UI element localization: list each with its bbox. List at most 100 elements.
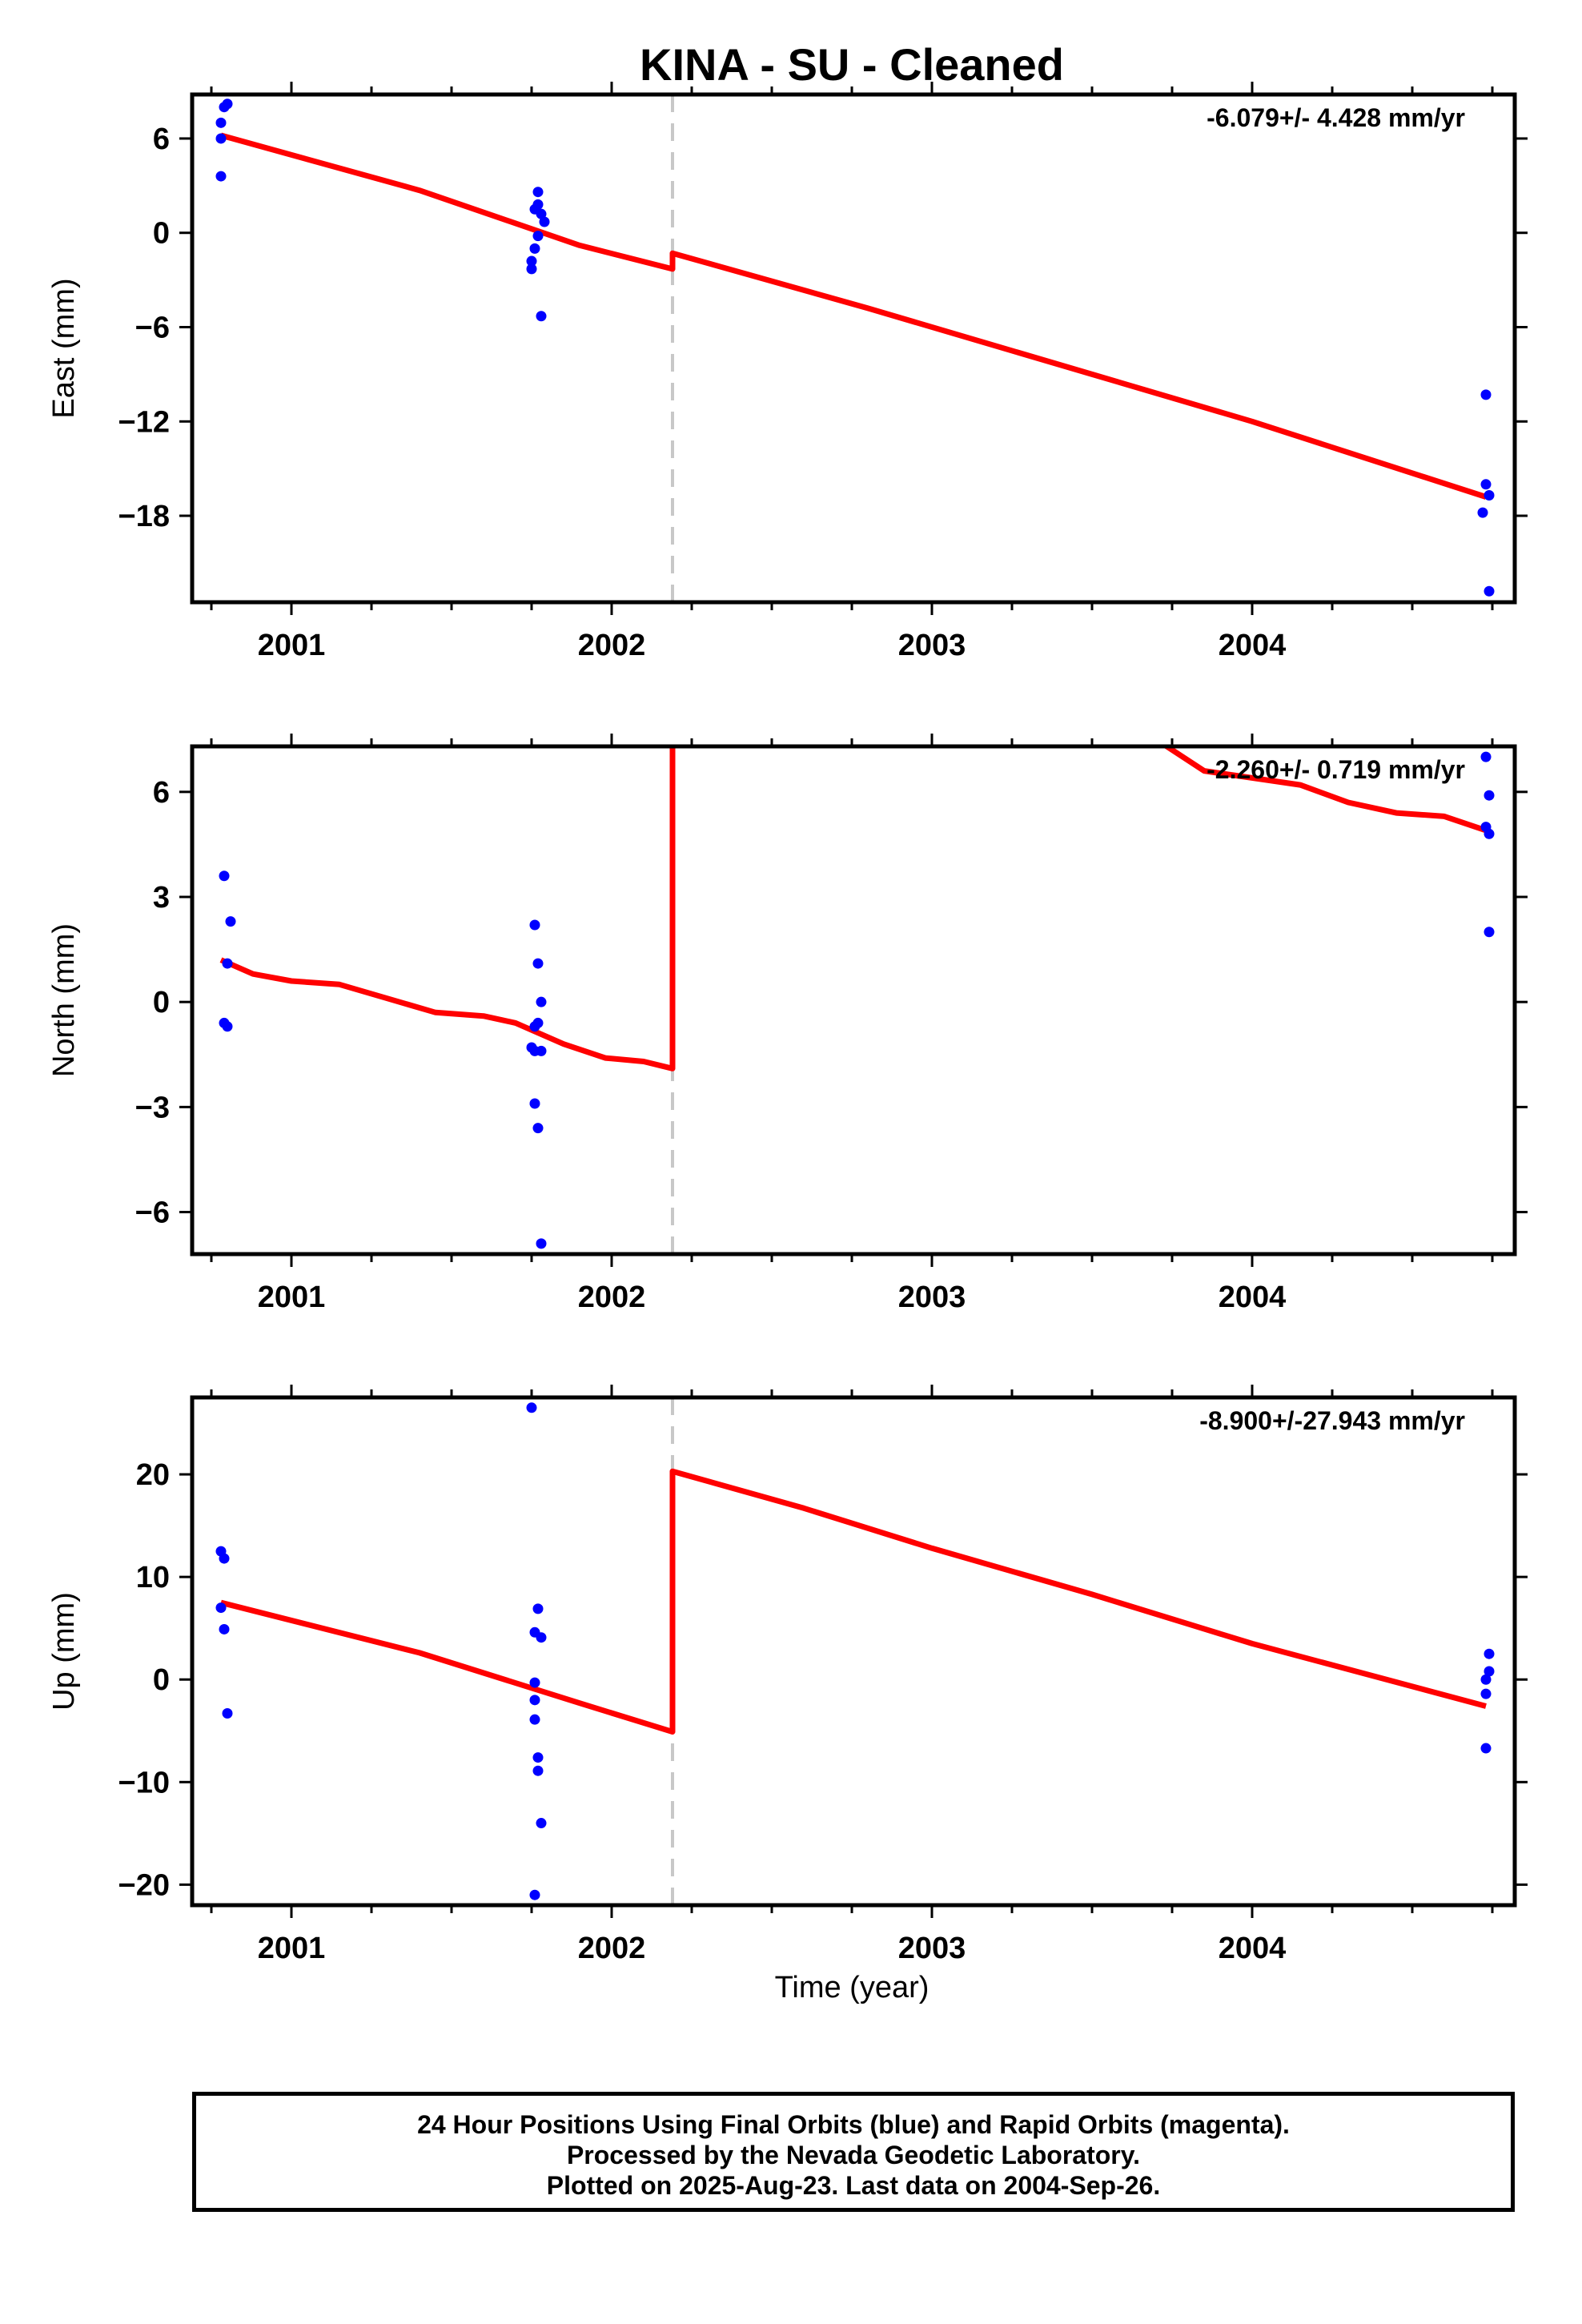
data-point: [529, 919, 540, 931]
data-point: [215, 1602, 227, 1614]
data-point: [1484, 1666, 1495, 1677]
data-point: [532, 231, 544, 242]
data-point: [1480, 1674, 1492, 1685]
axes-frame: [190, 744, 1517, 1256]
data-point: [529, 243, 540, 254]
panel-up: 2001 2002 2003 2004 20 10 0 −10 −20 Up (mm) -8.900…: [47, 1385, 1528, 1965]
data-point: [215, 117, 227, 128]
model-line: [219, 746, 1488, 1072]
data-point: [529, 1677, 540, 1688]
y-axis-label: Up (mm): [47, 1592, 81, 1711]
data-point: [219, 1623, 230, 1634]
footer-line-3: Plotted on 2025-Aug-23. Last data on 200…: [546, 2171, 1161, 2200]
x-axis-label: Time (year): [775, 1971, 930, 2004]
data-point: [222, 1021, 233, 1032]
data-point: [532, 199, 544, 210]
x-tick-label: 2003: [898, 1932, 966, 1965]
x-tick-label: 2002: [578, 629, 646, 662]
y-tick-label: −10: [118, 1766, 170, 1799]
x-tick-label: 2004: [1219, 629, 1287, 662]
footer-line-1: 24 Hour Positions Using Final Orbits (bl…: [417, 2110, 1290, 2139]
y-tick-label: −18: [118, 500, 170, 533]
data-point: [529, 1098, 540, 1109]
y-tick-label: −6: [135, 1196, 170, 1230]
y-tick-label: −3: [135, 1091, 170, 1124]
x-tick-label: 2003: [898, 629, 966, 662]
data-point: [536, 1238, 547, 1249]
panel-north: 2001 2002 2003 2004 6 3 0 −3 −6 North (mm) -2.260+…: [47, 734, 1528, 1314]
data-point: [222, 958, 233, 969]
x-tick-label: 2004: [1219, 1932, 1287, 1965]
data-point: [215, 171, 227, 182]
model-line: [220, 1468, 1487, 1735]
data-point: [1480, 389, 1492, 400]
data-point: [536, 1818, 547, 1829]
data-point: [222, 1707, 233, 1719]
data-point: [526, 1402, 537, 1413]
data-point: [532, 1752, 544, 1763]
chart-title: KINA - SU - Cleaned: [640, 39, 1064, 90]
data-point: [222, 99, 233, 110]
x-tick-label: 2003: [898, 1281, 966, 1314]
y-tick-label: 6: [153, 123, 170, 156]
y-tick-label: 0: [153, 1663, 170, 1697]
x-tick-label: 2002: [578, 1932, 646, 1965]
data-point: [1480, 479, 1492, 490]
rate-label: -2.260+/- 0.719 mm/yr: [1207, 755, 1465, 784]
y-axis-label: East (mm): [47, 278, 81, 418]
data-point: [219, 870, 230, 882]
y-axis-label: North (mm): [47, 923, 81, 1077]
data-point: [215, 133, 227, 144]
y-tick-label: 0: [153, 217, 170, 251]
y-tick-label: 0: [153, 986, 170, 1019]
data-point: [532, 1603, 544, 1614]
data-point: [529, 1021, 540, 1032]
data-point: [529, 1889, 540, 1900]
y-tick-label: −12: [118, 405, 170, 439]
model-line: [220, 132, 1488, 500]
rate-label: -6.079+/- 4.428 mm/yr: [1207, 103, 1465, 132]
data-point: [1484, 1648, 1495, 1659]
y-tick-label: 20: [136, 1458, 170, 1492]
axes-frame: [190, 92, 1517, 605]
data-point: [526, 263, 537, 275]
data-point: [529, 1714, 540, 1725]
data-point: [219, 1553, 230, 1564]
y-tick-label: 3: [153, 881, 170, 915]
y-tick-label: 6: [153, 776, 170, 810]
data-point: [1484, 790, 1495, 801]
data-point: [1484, 585, 1495, 597]
data-point: [532, 1123, 544, 1134]
data-point: [532, 958, 544, 969]
data-point: [225, 916, 236, 927]
data-point: [536, 208, 547, 219]
y-tick-label: −20: [118, 1868, 170, 1902]
x-tick-label: 2002: [578, 1281, 646, 1314]
panel-east: 2001 2002 2003 2004 6 0 −6 −12 −18 East (mm) -6.07…: [47, 82, 1528, 662]
data-point: [539, 216, 550, 227]
data-point: [1480, 751, 1492, 762]
data-point: [536, 311, 547, 322]
data-point: [536, 1045, 547, 1056]
data-point: [526, 255, 537, 267]
x-tick-label: 2001: [258, 1281, 326, 1314]
footer-line-2: Processed by the Nevada Geodetic Laborat…: [566, 2141, 1141, 2169]
data-point: [532, 1765, 544, 1776]
data-point: [532, 187, 544, 198]
x-tick-label: 2001: [258, 1932, 326, 1965]
rate-label: -8.900+/-27.943 mm/yr: [1199, 1406, 1465, 1435]
y-tick-label: −6: [135, 312, 170, 345]
data-point: [1484, 927, 1495, 938]
data-point: [1484, 490, 1495, 501]
data-point: [1480, 1688, 1492, 1699]
y-tick-label: 10: [136, 1561, 170, 1594]
data-point: [536, 996, 547, 1007]
data-point: [1484, 828, 1495, 839]
axes-frame: [190, 1395, 1517, 1908]
data-point: [536, 1632, 547, 1643]
data-point: [1477, 507, 1488, 518]
x-tick-label: 2004: [1219, 1281, 1287, 1314]
